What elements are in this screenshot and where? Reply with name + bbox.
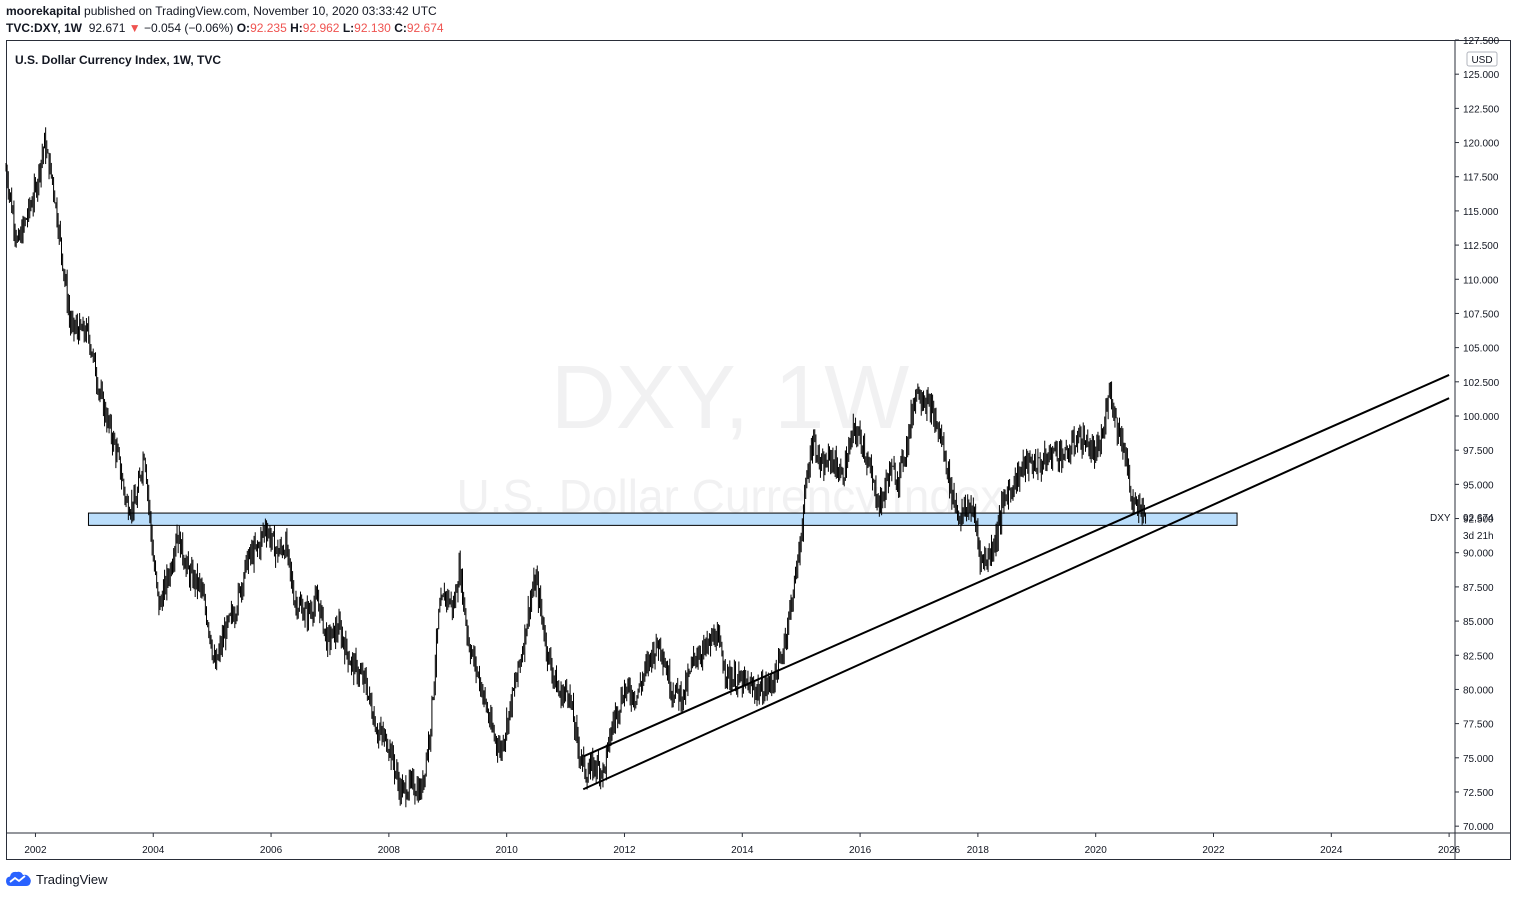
currency-unit-box[interactable]	[1466, 51, 1498, 67]
price-tick-label: 82.500	[1463, 651, 1494, 662]
price-tick-label: 115.000	[1463, 207, 1499, 218]
tradingview-brand: TradingView	[36, 871, 108, 887]
trendline[interactable]	[582, 374, 1450, 758]
close-value: 92.674	[406, 21, 444, 35]
price-tick-label: 122.500	[1463, 104, 1500, 115]
time-tick-label: 2020	[1085, 845, 1108, 856]
time-tick-label: 2012	[613, 845, 636, 856]
price-tick-label: 97.500	[1463, 446, 1494, 457]
trendline[interactable]	[582, 397, 1450, 791]
price-tick-label: 70.000	[1463, 822, 1494, 833]
price-tick-label: 102.500	[1463, 378, 1500, 389]
open-value: 92.235	[250, 21, 287, 35]
price-tick-label: 120.000	[1463, 139, 1500, 150]
low-value: 92.130	[354, 21, 391, 35]
low-label: L:	[342, 21, 355, 35]
last-price: 92.671	[88, 21, 126, 35]
publisher-name[interactable]: moorekapital	[6, 4, 81, 18]
watermark-symbol: DXY, 1W	[551, 348, 910, 448]
currency-unit: USD	[1471, 55, 1492, 66]
published-text: published on TradingView.com, November 1…	[84, 4, 437, 18]
time-tick-label: 2024	[1320, 845, 1343, 856]
time-tick-label: 2014	[731, 845, 754, 856]
down-arrow-icon: ▼	[128, 21, 141, 35]
time-tick-label: 2006	[260, 845, 283, 856]
price-tick-label: 75.000	[1463, 754, 1494, 765]
symbol-axis-label: DXY	[1430, 513, 1451, 524]
publish-info: moorekapital published on TradingView.co…	[6, 4, 437, 18]
bar-countdown: 3d 21h	[1463, 531, 1494, 542]
last-price-axis-label: 92.674	[1463, 513, 1494, 524]
price-tick-label: 110.000	[1463, 275, 1499, 286]
price-tick-label: 90.000	[1463, 549, 1494, 560]
time-tick-label: 2008	[378, 845, 401, 856]
price-tick-label: 112.500	[1463, 241, 1499, 252]
price-tick-label: 85.000	[1463, 617, 1494, 628]
price-tick-label: 125.000	[1463, 70, 1500, 81]
time-tick-label: 2002	[24, 845, 47, 856]
chart-title: U.S. Dollar Currency Index, 1W, TVC	[15, 53, 222, 67]
price-tick-label: 72.500	[1463, 788, 1494, 799]
cloud-logo-icon	[6, 871, 31, 886]
price-tick-label: 87.500	[1463, 583, 1494, 594]
chart-frame[interactable]	[6, 40, 1511, 860]
price-tick-label: 117.500	[1463, 173, 1499, 184]
time-tick-label: 2026	[1438, 845, 1461, 856]
ohlc-legend: TVC:DXY, 1W 92.671 ▼ −0.054 (−0.06%) O:9…	[6, 21, 444, 35]
price-change: −0.054 (−0.06%)	[143, 21, 234, 35]
price-tick-label: 77.500	[1463, 720, 1494, 731]
close-label: C:	[394, 21, 407, 35]
price-tick-label: 80.000	[1463, 685, 1494, 696]
tradingview-logo[interactable]: TradingView	[6, 871, 108, 887]
price-tick-label: 127.500	[1463, 36, 1500, 47]
high-label: H:	[290, 21, 303, 35]
open-label: O:	[236, 21, 251, 35]
support-zone[interactable]	[87, 512, 1238, 526]
price-tick-label: 95.000	[1463, 480, 1494, 491]
price-tick-label: 107.500	[1463, 309, 1500, 320]
price-tick-label: 105.000	[1463, 344, 1500, 355]
time-tick-label: 2010	[496, 845, 519, 856]
symbol-timeframe: TVC:DXY, 1W	[6, 21, 83, 35]
time-tick-label: 2018	[967, 845, 990, 856]
price-tick-label: 100.000	[1463, 412, 1500, 423]
time-tick-label: 2022	[1202, 845, 1225, 856]
time-tick-label: 2004	[142, 845, 165, 856]
time-tick-label: 2016	[849, 845, 872, 856]
high-value: 92.962	[302, 21, 340, 35]
price-tick-label: 92.500	[1463, 515, 1494, 526]
